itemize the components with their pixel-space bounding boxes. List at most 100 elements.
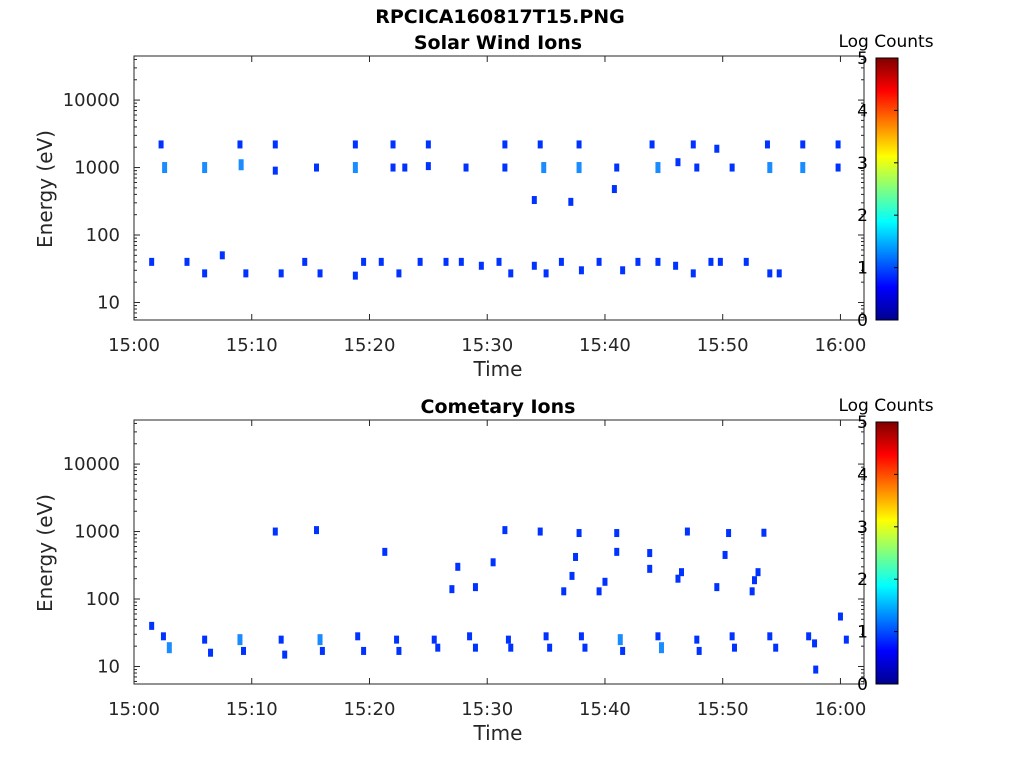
data-cell — [573, 552, 579, 561]
data-cell — [537, 140, 543, 149]
data-cell — [449, 585, 455, 594]
data-cell — [425, 140, 431, 149]
colorbar-tick-label: 1 — [857, 623, 868, 643]
data-cell — [238, 159, 244, 171]
data-cell — [722, 550, 728, 559]
data-cell — [237, 140, 243, 149]
data-cell — [635, 257, 641, 266]
data-cell — [649, 140, 655, 149]
data-cell — [431, 635, 437, 644]
data-cell — [378, 257, 384, 266]
data-cell — [166, 642, 172, 654]
data-cell — [620, 266, 626, 275]
data-cell — [837, 612, 843, 621]
data-cell — [496, 257, 502, 266]
panel-title: Solar Wind Ions — [414, 32, 582, 54]
colorbar-tick-label: 4 — [857, 465, 868, 485]
data-cell — [843, 635, 849, 644]
data-cell — [241, 646, 246, 655]
data-cell — [800, 140, 806, 149]
colorbar-tick-label: 4 — [857, 101, 868, 121]
colorbar-tick-label: 2 — [857, 206, 868, 226]
data-cell — [547, 643, 553, 652]
data-cell — [761, 528, 767, 537]
data-cell — [729, 163, 735, 172]
x-tick-label: 15:40 — [579, 699, 631, 720]
data-cell — [531, 261, 537, 270]
data-cell — [390, 140, 396, 149]
data-cell — [490, 558, 496, 567]
data-cell — [675, 574, 681, 583]
data-cell — [355, 632, 361, 641]
data-cell — [835, 140, 841, 149]
data-cell — [443, 257, 449, 266]
x-axis-title: Time — [473, 357, 523, 381]
plot-area: 15:00 15:10 15:20 15:30 15:40 15:50 16:0010100… — [63, 419, 866, 720]
data-cell — [202, 162, 208, 174]
data-cell — [614, 163, 620, 172]
x-tick-label: 15:50 — [697, 699, 749, 720]
data-cell — [508, 643, 514, 652]
data-cell — [425, 162, 431, 171]
colorbar-title: Log Counts — [838, 396, 933, 416]
colorbar-tick-label: 0 — [857, 675, 868, 695]
data-cell — [602, 577, 608, 586]
data-cell — [655, 632, 661, 641]
data-cell — [767, 632, 773, 641]
data-cell — [714, 144, 720, 153]
data-cell — [352, 140, 358, 149]
data-cell — [812, 639, 818, 648]
data-cell — [800, 162, 806, 174]
data-cell — [578, 266, 584, 275]
data-cell — [596, 587, 602, 596]
data-cell — [614, 547, 620, 556]
data-cell — [647, 549, 653, 558]
data-cell — [455, 562, 461, 571]
data-cell — [543, 632, 549, 641]
data-cell — [314, 163, 319, 172]
data-cell — [726, 529, 732, 538]
data-cell — [361, 646, 367, 655]
data-cell — [202, 269, 208, 278]
data-cell — [396, 269, 402, 278]
data-cell — [278, 269, 284, 278]
data-cell — [541, 162, 547, 174]
data-cell — [611, 185, 617, 194]
data-cell — [694, 163, 700, 172]
data-cell — [160, 632, 166, 641]
y-tick-label: 10 — [97, 292, 120, 313]
data-cell — [675, 158, 681, 167]
data-cell — [835, 163, 841, 172]
data-cell — [352, 162, 358, 174]
data-cell — [684, 527, 690, 536]
y-tick-label: 100 — [86, 589, 120, 610]
data-cell — [576, 529, 582, 538]
colorbar: 0 1 2 3 4 5 — [857, 413, 899, 695]
data-cell — [813, 665, 819, 674]
data-cell — [694, 635, 700, 644]
data-cell — [158, 140, 164, 149]
data-cell — [776, 269, 782, 278]
colorbar-gradient — [875, 57, 899, 321]
data-cell — [467, 632, 473, 641]
y-tick-label: 1000 — [74, 522, 120, 543]
data-cell — [396, 646, 402, 655]
y-tick-label: 10000 — [63, 454, 120, 475]
data-cell — [394, 635, 400, 644]
plot-area: 15:00 15:10 15:20 15:30 15:40 15:50 16:0010100… — [63, 55, 867, 356]
data-cell — [673, 261, 679, 270]
data-cell — [402, 163, 408, 172]
x-tick-label: 16:00 — [815, 335, 867, 356]
data-cell — [578, 632, 584, 641]
data-cell — [472, 643, 478, 652]
data-cell — [352, 271, 358, 280]
data-cell — [272, 527, 278, 536]
data-cell — [508, 269, 514, 278]
data-cell — [537, 527, 543, 536]
data-cell — [282, 650, 288, 659]
data-cell — [531, 196, 537, 205]
data-cell — [749, 587, 755, 596]
data-cell — [690, 140, 696, 149]
data-cell — [505, 635, 511, 644]
colorbar: 0 1 2 3 4 5 — [857, 49, 899, 331]
